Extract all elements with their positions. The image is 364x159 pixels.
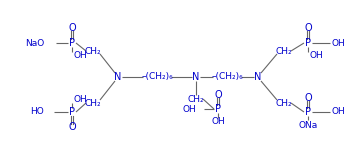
Text: OH: OH	[73, 94, 87, 104]
Text: P: P	[69, 107, 75, 117]
Text: –(CH₂)₆: –(CH₂)₆	[211, 73, 243, 82]
Text: OH: OH	[73, 52, 87, 61]
Text: CH₂: CH₂	[85, 46, 101, 55]
Text: NaO: NaO	[25, 38, 44, 48]
Text: O: O	[304, 23, 312, 33]
Text: P: P	[215, 104, 221, 114]
Text: ONa: ONa	[298, 121, 318, 129]
Text: CH₂: CH₂	[85, 98, 101, 107]
Text: OH: OH	[211, 118, 225, 127]
Text: N: N	[114, 72, 122, 82]
Text: OH: OH	[332, 38, 346, 48]
Text: –(CH₂)₆: –(CH₂)₆	[141, 73, 173, 82]
Text: HO: HO	[30, 107, 44, 117]
Text: CH₂: CH₂	[276, 46, 292, 55]
Text: CH₂: CH₂	[276, 98, 292, 107]
Text: N: N	[254, 72, 262, 82]
Text: O: O	[214, 90, 222, 100]
Text: O: O	[68, 23, 76, 33]
Text: P: P	[305, 107, 311, 117]
Text: P: P	[69, 38, 75, 48]
Text: OH: OH	[309, 52, 323, 61]
Text: P: P	[305, 38, 311, 48]
Text: CH₂: CH₂	[188, 94, 204, 104]
Text: N: N	[192, 72, 200, 82]
Text: O: O	[68, 122, 76, 132]
Text: OH: OH	[182, 104, 196, 114]
Text: OH: OH	[332, 107, 346, 117]
Text: O: O	[304, 93, 312, 103]
